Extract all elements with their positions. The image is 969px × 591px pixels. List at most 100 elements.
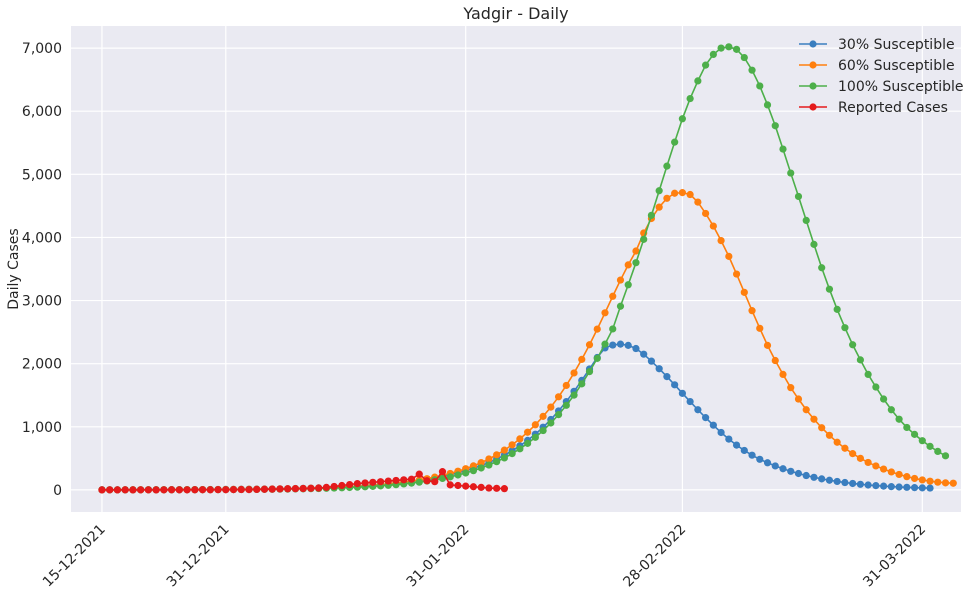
data-point xyxy=(562,401,570,409)
data-point xyxy=(934,447,942,456)
data-point xyxy=(485,461,493,469)
data-point xyxy=(748,451,756,459)
data-point xyxy=(129,486,137,494)
legend-swatch-marker xyxy=(809,40,817,48)
data-point xyxy=(462,469,470,477)
data-point xyxy=(585,368,594,376)
data-point xyxy=(554,393,563,401)
data-point xyxy=(671,189,679,197)
data-point xyxy=(578,355,586,363)
data-point xyxy=(903,473,911,481)
data-point xyxy=(794,469,803,478)
data-point xyxy=(895,470,903,479)
data-point xyxy=(493,451,501,459)
data-point xyxy=(423,477,431,485)
data-point xyxy=(431,478,439,486)
data-point xyxy=(740,288,748,296)
data-point xyxy=(454,481,462,490)
legend-label: 30% Susceptible xyxy=(838,37,955,53)
data-point xyxy=(825,431,834,439)
data-point xyxy=(725,252,733,260)
data-point xyxy=(887,483,895,491)
data-point xyxy=(500,446,508,454)
data-point xyxy=(438,474,447,483)
data-point xyxy=(802,471,810,480)
data-point xyxy=(477,483,485,491)
data-point xyxy=(709,222,717,230)
data-point xyxy=(926,484,934,492)
legend-item: 30% Susceptible xyxy=(799,37,955,53)
data-point xyxy=(709,50,717,59)
data-point xyxy=(810,415,818,423)
legend-item: Reported Cases xyxy=(799,100,948,116)
data-point xyxy=(895,483,903,491)
data-point xyxy=(647,211,656,219)
data-point xyxy=(307,484,315,492)
data-point xyxy=(763,341,772,349)
data-point xyxy=(276,485,284,493)
data-point xyxy=(524,439,532,447)
data-point xyxy=(206,486,214,494)
legend-swatch-marker xyxy=(809,82,817,90)
x-tick-label: 28-02-2022 xyxy=(620,522,689,591)
data-point xyxy=(756,82,764,90)
data-point xyxy=(787,384,795,392)
data-point xyxy=(849,450,857,458)
data-point xyxy=(903,423,911,432)
data-point xyxy=(168,486,176,494)
data-point xyxy=(260,485,269,493)
data-point xyxy=(686,397,694,406)
data-point xyxy=(903,483,911,491)
data-point xyxy=(539,412,547,420)
data-point xyxy=(702,61,710,69)
data-point xyxy=(369,478,377,486)
data-point xyxy=(477,464,485,472)
data-point xyxy=(624,281,632,289)
data-point xyxy=(539,426,547,435)
data-point xyxy=(113,486,122,494)
data-point xyxy=(616,302,625,310)
data-point xyxy=(717,44,725,52)
data-point xyxy=(655,203,663,211)
data-point xyxy=(322,483,330,491)
data-point xyxy=(671,138,679,146)
data-point xyxy=(887,468,895,476)
data-point xyxy=(415,470,423,478)
legend-label: 100% Susceptible xyxy=(838,79,964,95)
data-point xyxy=(756,455,764,463)
y-axis-ticks: 0 1,000 2,000 3,000 4,000 5,000 6,000 7,000 xyxy=(22,41,62,499)
data-point xyxy=(640,235,648,243)
data-point xyxy=(570,391,578,399)
data-point xyxy=(810,473,818,481)
data-point xyxy=(524,428,532,436)
data-point xyxy=(454,471,462,479)
data-point xyxy=(516,445,524,453)
data-point xyxy=(400,476,408,484)
data-point xyxy=(446,473,454,481)
data-point xyxy=(756,324,764,332)
data-point xyxy=(880,482,888,490)
data-point xyxy=(872,462,880,470)
series-layer xyxy=(98,43,957,494)
data-point xyxy=(763,101,772,109)
data-point xyxy=(678,115,686,123)
data-point xyxy=(485,455,493,463)
data-point xyxy=(833,305,841,313)
data-point xyxy=(732,270,741,278)
data-point xyxy=(787,467,795,475)
data-point xyxy=(485,484,493,492)
data-point xyxy=(462,482,470,490)
grid xyxy=(71,26,961,512)
data-point xyxy=(949,479,957,487)
data-point xyxy=(941,479,950,487)
data-point xyxy=(794,395,803,403)
data-point xyxy=(500,454,508,462)
data-point xyxy=(338,481,346,490)
data-point xyxy=(237,485,245,494)
data-point xyxy=(725,43,733,51)
data-point xyxy=(810,240,818,248)
data-point xyxy=(330,482,338,491)
y-tick-label: 1,000 xyxy=(22,420,62,436)
data-point xyxy=(841,444,849,452)
data-point xyxy=(624,261,632,269)
